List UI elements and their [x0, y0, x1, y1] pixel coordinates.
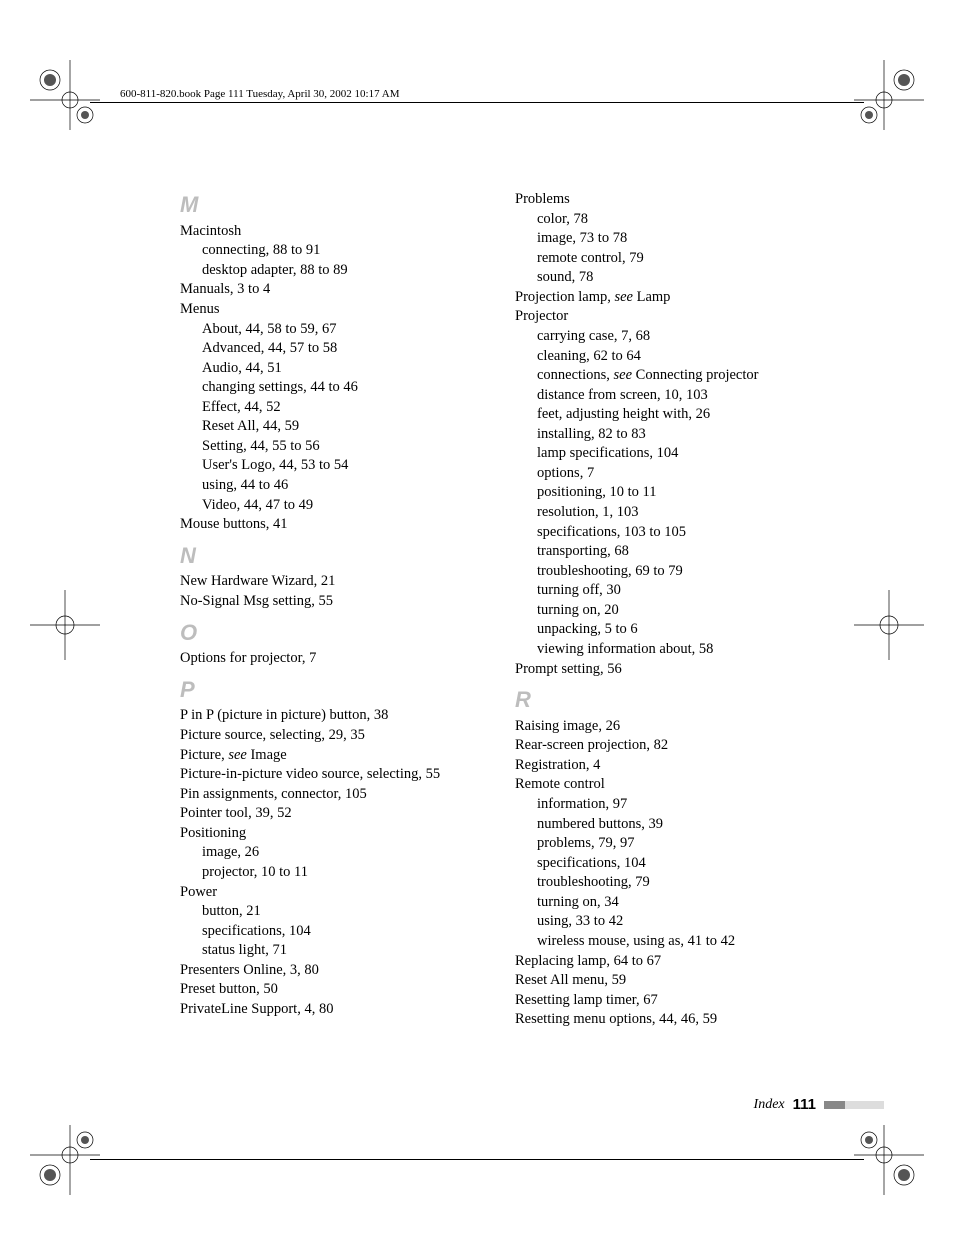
crop-mark-icon — [854, 60, 924, 130]
index-entry: About, 44, 58 to 59, 67 — [180, 320, 475, 340]
index-entry: Raising image, 26 — [515, 717, 810, 737]
index-entry: Reset All, 44, 59 — [180, 417, 475, 437]
index-entry: Preset button, 50 — [180, 980, 475, 1000]
index-column-left: MMacintoshconnecting, 88 to 91desktop ad… — [180, 190, 475, 1030]
crop-mark-icon — [30, 60, 100, 130]
index-entry: connections, see Connecting projector — [515, 366, 810, 386]
index-entry: using, 33 to 42 — [515, 912, 810, 932]
index-entry: Picture, see Image — [180, 746, 475, 766]
index-entry: specifications, 104 — [180, 922, 475, 942]
index-entry: No-Signal Msg setting, 55 — [180, 592, 475, 612]
index-entry: lamp specifications, 104 — [515, 444, 810, 464]
index-entry: Resetting menu options, 44, 46, 59 — [515, 1010, 810, 1030]
index-entry: Options for projector, 7 — [180, 649, 475, 669]
index-entry: turning on, 20 — [515, 601, 810, 621]
index-entry: button, 21 — [180, 902, 475, 922]
index-entry: specifications, 104 — [515, 854, 810, 874]
index-entry: Registration, 4 — [515, 756, 810, 776]
index-entry: Projector — [515, 307, 810, 327]
index-content: MMacintoshconnecting, 88 to 91desktop ad… — [180, 190, 810, 1030]
index-entry: viewing information about, 58 — [515, 640, 810, 660]
index-entry: Advanced, 44, 57 to 58 — [180, 339, 475, 359]
section-letter: P — [180, 675, 475, 705]
index-entry: unpacking, 5 to 6 — [515, 620, 810, 640]
index-entry: Positioning — [180, 824, 475, 844]
footer: Index 111 — [754, 1096, 884, 1113]
index-entry: Pointer tool, 39, 52 — [180, 804, 475, 824]
index-entry: Presenters Online, 3, 80 — [180, 961, 475, 981]
index-entry: transporting, 68 — [515, 542, 810, 562]
index-entry: Prompt setting, 56 — [515, 660, 810, 680]
section-letter: O — [180, 618, 475, 648]
index-entry: problems, 79, 97 — [515, 834, 810, 854]
index-entry: Projection lamp, see Lamp — [515, 288, 810, 308]
index-entry: Video, 44, 47 to 49 — [180, 496, 475, 516]
index-entry: Setting, 44, 55 to 56 — [180, 437, 475, 457]
index-entry: Effect, 44, 52 — [180, 398, 475, 418]
index-entry: color, 78 — [515, 210, 810, 230]
index-entry: options, 7 — [515, 464, 810, 484]
index-entry: numbered buttons, 39 — [515, 815, 810, 835]
index-entry: PrivateLine Support, 4, 80 — [180, 1000, 475, 1020]
index-entry: Macintosh — [180, 222, 475, 242]
index-entry: Manuals, 3 to 4 — [180, 280, 475, 300]
index-entry: desktop adapter, 88 to 89 — [180, 261, 475, 281]
crop-mark-icon — [30, 1125, 100, 1195]
index-entry: Remote control — [515, 775, 810, 795]
index-entry: connecting, 88 to 91 — [180, 241, 475, 261]
index-entry: feet, adjusting height with, 26 — [515, 405, 810, 425]
index-entry: installing, 82 to 83 — [515, 425, 810, 445]
index-entry: image, 26 — [180, 843, 475, 863]
header-rule — [90, 102, 864, 103]
index-entry: Rear-screen projection, 82 — [515, 736, 810, 756]
footer-bar — [824, 1101, 884, 1109]
index-entry: Reset All menu, 59 — [515, 971, 810, 991]
index-entry: Mouse buttons, 41 — [180, 515, 475, 535]
section-letter: M — [180, 190, 475, 220]
index-entry: New Hardware Wizard, 21 — [180, 572, 475, 592]
index-entry: Picture-in-picture video source, selecti… — [180, 765, 475, 785]
index-entry: Menus — [180, 300, 475, 320]
crop-mark-icon — [854, 590, 924, 660]
index-entry: specifications, 103 to 105 — [515, 523, 810, 543]
index-entry: turning off, 30 — [515, 581, 810, 601]
footer-rule — [90, 1159, 864, 1160]
index-entry: projector, 10 to 11 — [180, 863, 475, 883]
index-entry: Replacing lamp, 64 to 67 — [515, 952, 810, 972]
index-entry: cleaning, 62 to 64 — [515, 347, 810, 367]
index-entry: P in P (picture in picture) button, 38 — [180, 706, 475, 726]
index-entry: Picture source, selecting, 29, 35 — [180, 726, 475, 746]
index-entry: positioning, 10 to 11 — [515, 483, 810, 503]
index-entry: resolution, 1, 103 — [515, 503, 810, 523]
index-entry: turning on, 34 — [515, 893, 810, 913]
header-text: 600-811-820.book Page 111 Tuesday, April… — [120, 88, 400, 100]
index-entry: image, 73 to 78 — [515, 229, 810, 249]
index-entry: User's Logo, 44, 53 to 54 — [180, 456, 475, 476]
section-letter: N — [180, 541, 475, 571]
index-entry: information, 97 — [515, 795, 810, 815]
index-entry: troubleshooting, 69 to 79 — [515, 562, 810, 582]
index-entry: remote control, 79 — [515, 249, 810, 269]
index-entry: status light, 71 — [180, 941, 475, 961]
footer-page-number: 111 — [793, 1096, 816, 1113]
crop-mark-icon — [854, 1125, 924, 1195]
index-entry: Problems — [515, 190, 810, 210]
page: 600-811-820.book Page 111 Tuesday, April… — [0, 0, 954, 1235]
footer-label: Index — [754, 1097, 785, 1113]
index-entry: sound, 78 — [515, 268, 810, 288]
index-entry: Power — [180, 883, 475, 903]
index-entry: carrying case, 7, 68 — [515, 327, 810, 347]
index-entry: distance from screen, 10, 103 — [515, 386, 810, 406]
index-column-right: Problemscolor, 78image, 73 to 78remote c… — [515, 190, 810, 1030]
index-entry: Resetting lamp timer, 67 — [515, 991, 810, 1011]
index-entry: using, 44 to 46 — [180, 476, 475, 496]
index-entry: changing settings, 44 to 46 — [180, 378, 475, 398]
index-entry: Audio, 44, 51 — [180, 359, 475, 379]
crop-mark-icon — [30, 590, 100, 660]
index-entry: wireless mouse, using as, 41 to 42 — [515, 932, 810, 952]
index-entry: troubleshooting, 79 — [515, 873, 810, 893]
section-letter: R — [515, 685, 810, 715]
index-entry: Pin assignments, connector, 105 — [180, 785, 475, 805]
